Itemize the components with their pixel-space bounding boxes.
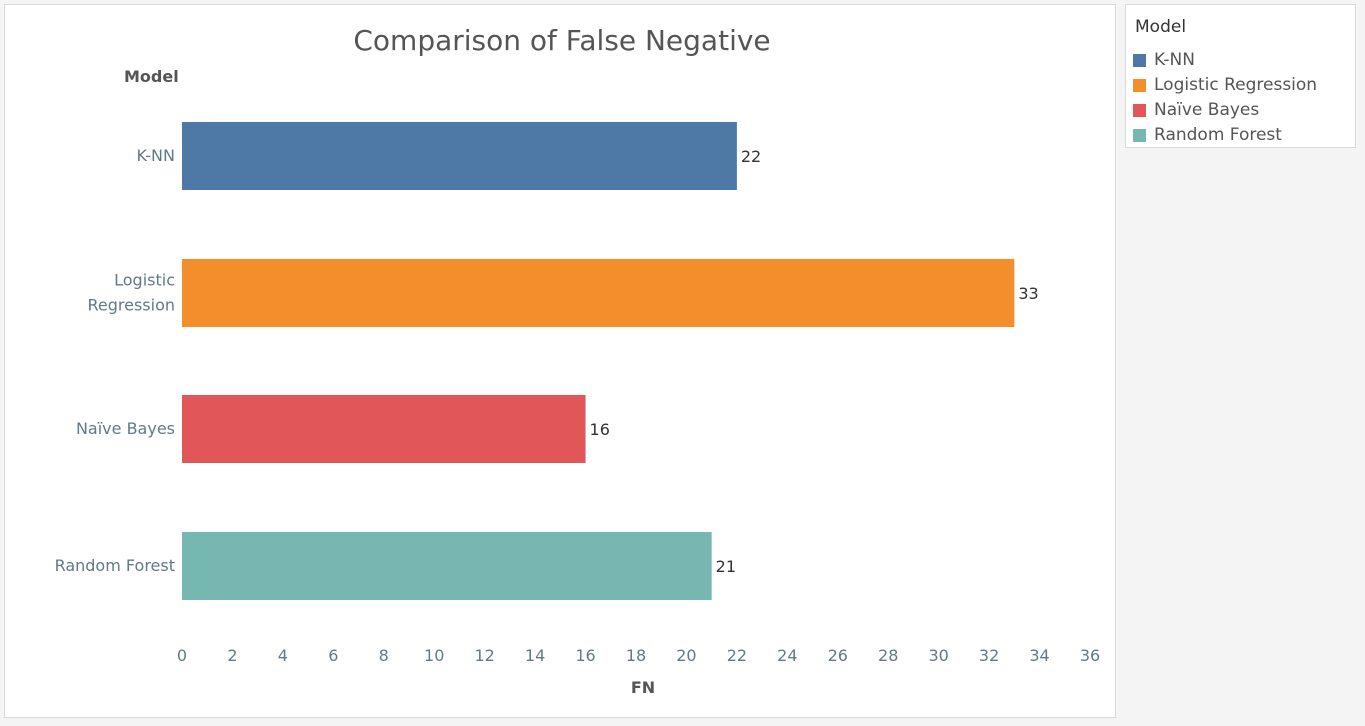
x-tick-label: 30: [928, 646, 948, 665]
x-tick-label: 2: [227, 646, 237, 665]
data-label: 21: [716, 557, 736, 576]
x-tick-label: 4: [278, 646, 288, 665]
bar[interactable]: [182, 122, 737, 190]
chart-title: Comparison of False Negative: [353, 24, 770, 57]
x-tick-label: 34: [1029, 646, 1049, 665]
data-label: 22: [741, 147, 761, 166]
x-tick-label: 6: [328, 646, 338, 665]
data-label: 33: [1018, 284, 1038, 303]
legend-label: Random Forest: [1154, 125, 1282, 145]
x-tick-label: 20: [676, 646, 696, 665]
legend-title: Model: [1135, 17, 1187, 37]
category-label: Naïve Bayes: [76, 419, 175, 438]
legend-swatch: [1133, 78, 1146, 92]
category-label: Random Forest: [55, 556, 175, 575]
legend-label: K-NN: [1154, 50, 1195, 70]
legend-item-logistic-regression[interactable]: Logistic Regression: [1133, 75, 1317, 95]
x-tick-label: 24: [777, 646, 797, 665]
x-tick-label: 0: [177, 646, 187, 665]
category-label: K-NN: [136, 146, 175, 165]
x-tick-label: 10: [424, 646, 444, 665]
bar[interactable]: [182, 395, 586, 463]
category-label: Logistic Regression: [87, 271, 175, 315]
x-tick-label: 36: [1080, 646, 1100, 665]
bar[interactable]: [182, 259, 1015, 327]
legend-swatch: [1133, 103, 1146, 117]
x-tick-label: 26: [828, 646, 848, 665]
legend-item-naive-bayes[interactable]: Naïve Bayes: [1133, 100, 1259, 120]
x-tick-label: 16: [575, 646, 595, 665]
legend-swatch: [1133, 53, 1146, 67]
bar[interactable]: [182, 532, 712, 600]
y-axis-title: Model: [124, 67, 179, 86]
x-axis-title: FN: [631, 678, 655, 697]
legend-label: Logistic Regression: [1154, 75, 1318, 95]
legend-item-random-forest[interactable]: Random Forest: [1133, 125, 1282, 145]
legend-swatch: [1133, 128, 1146, 142]
x-tick-label: 18: [626, 646, 646, 665]
x-tick-label: 8: [379, 646, 389, 665]
x-tick-label: 32: [979, 646, 999, 665]
legend-panel: Model K-NN Logistic Regression Naïve Bay…: [1125, 4, 1356, 148]
x-tick-label: 12: [474, 646, 494, 665]
x-tick-label: 22: [727, 646, 747, 665]
bar-chart: Comparison of False Negative Model K-NN 22 L…: [55, 24, 1101, 697]
x-tick-label: 28: [878, 646, 898, 665]
x-tick-label: 14: [525, 646, 545, 665]
data-label: 16: [590, 420, 610, 439]
legend-item-knn[interactable]: K-NN: [1133, 50, 1195, 70]
legend-label: Naïve Bayes: [1154, 100, 1260, 120]
